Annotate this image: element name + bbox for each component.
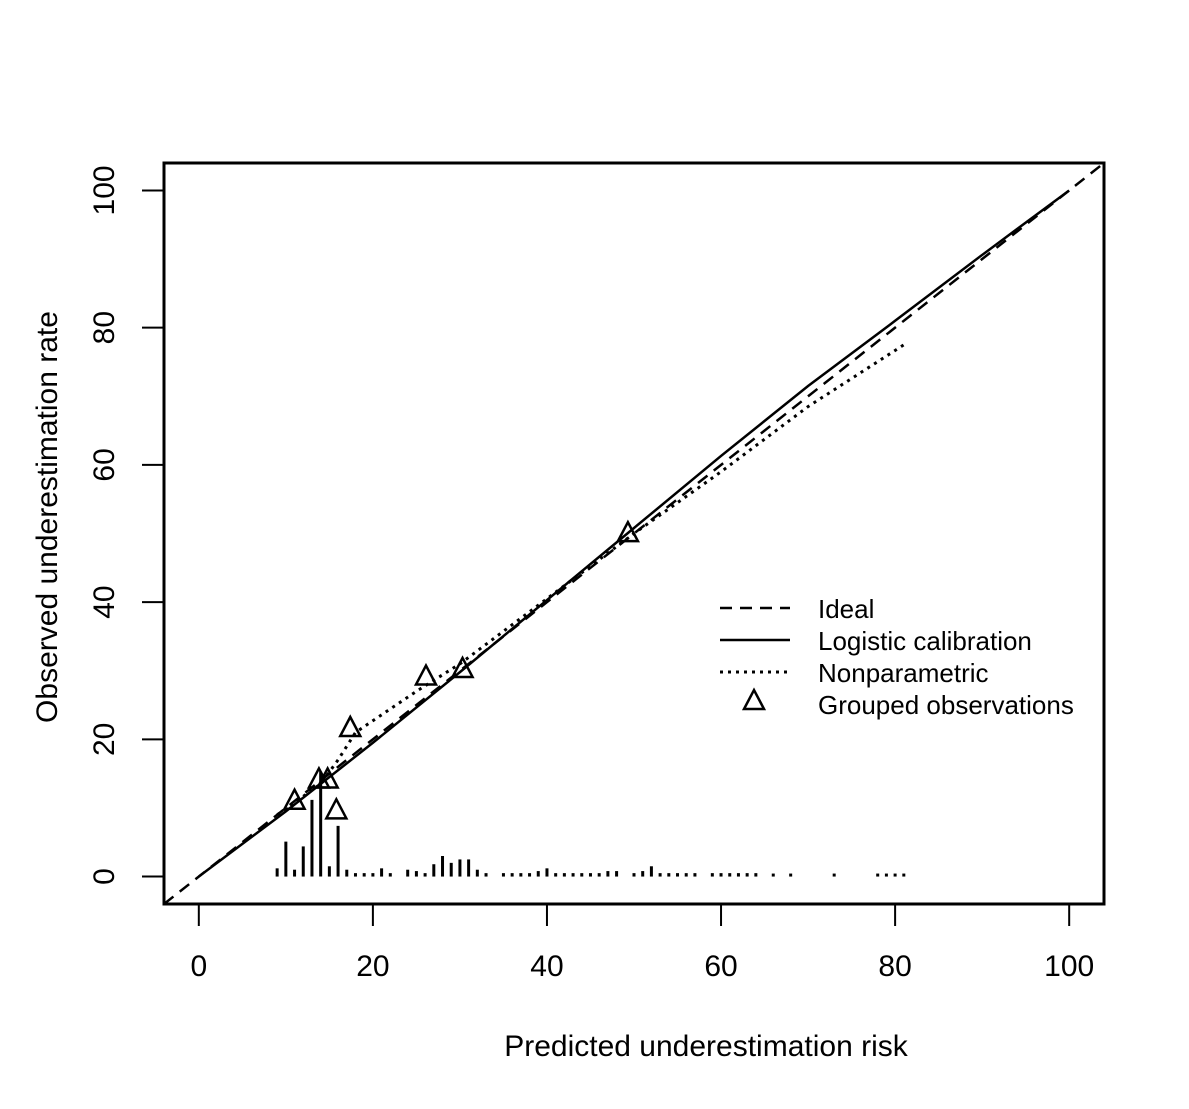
- grouped-observation-point: [324, 796, 349, 820]
- legend-label: Ideal: [818, 594, 874, 624]
- y-tick-label: 20: [88, 723, 121, 756]
- legend-triangle-symbol: [741, 687, 767, 711]
- legend-label: Nonparametric: [818, 658, 989, 688]
- legend-label: Grouped observations: [818, 690, 1074, 720]
- x-tick-label: 60: [704, 950, 737, 983]
- y-tick-label: 40: [88, 585, 121, 618]
- series-logistic-calibration: [198, 189, 1070, 878]
- grouped-observation-point: [413, 662, 439, 686]
- grouped-observation-point: [282, 787, 307, 810]
- y-axis-label: Observed underestimation rate: [31, 311, 64, 723]
- x-tick-label: 100: [1044, 950, 1094, 983]
- grouped-observation-point: [450, 655, 475, 679]
- y-tick-label: 80: [88, 311, 121, 344]
- x-tick-label: 0: [190, 950, 207, 983]
- grouped-observation-point: [615, 519, 640, 543]
- y-tick-label: 60: [88, 448, 121, 481]
- x-tick-label: 40: [530, 950, 563, 983]
- x-tick-label: 20: [356, 950, 389, 983]
- y-tick-label: 0: [88, 868, 121, 885]
- grouped-observation-point: [338, 714, 363, 738]
- x-tick-label: 80: [878, 950, 911, 983]
- y-tick-label: 100: [88, 165, 121, 215]
- grouped-observation-point: [315, 765, 340, 789]
- x-axis-label: Predicted underestimation risk: [504, 1030, 909, 1063]
- legend-label: Logistic calibration: [818, 626, 1032, 656]
